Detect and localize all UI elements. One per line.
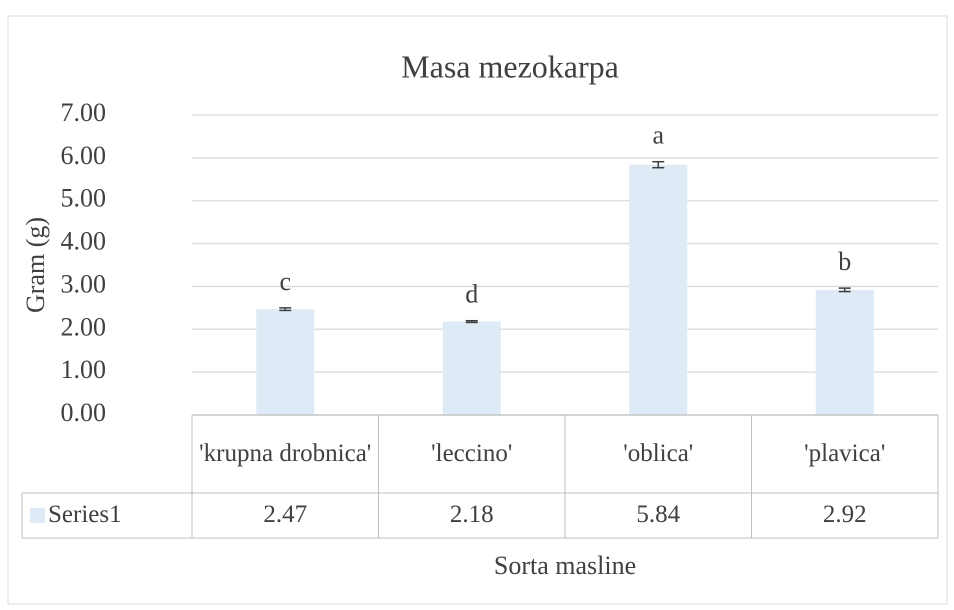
y-tick-label: 2.00 bbox=[61, 312, 107, 341]
bar bbox=[256, 309, 315, 415]
error-bar bbox=[279, 307, 292, 312]
y-tick-label: 7.00 bbox=[61, 98, 107, 127]
x-tick-label: 'leccino' bbox=[431, 439, 513, 467]
y-tick-label: 4.00 bbox=[61, 227, 107, 256]
annotation: b bbox=[838, 247, 851, 276]
error-bar bbox=[465, 319, 478, 324]
chart-border bbox=[7, 15, 948, 605]
y-tick-label: 3.00 bbox=[61, 269, 107, 298]
y-tick-label: 6.00 bbox=[61, 141, 107, 170]
y-tick-label: 0.00 bbox=[61, 398, 107, 427]
error-bar bbox=[652, 160, 665, 169]
bar bbox=[629, 164, 688, 415]
x-tick-label: 'oblica' bbox=[623, 439, 694, 467]
y-axis-title: Gram (g) bbox=[21, 217, 50, 313]
chart-title: Masa mezokarpa bbox=[401, 48, 619, 84]
y-tick-label: 1.00 bbox=[61, 355, 107, 384]
x-tick-label: 'krupna drobnica' bbox=[199, 439, 372, 467]
annotation: a bbox=[652, 121, 664, 150]
annotation: d bbox=[465, 280, 478, 309]
bar bbox=[815, 289, 874, 415]
x-axis-title: Sorta masline bbox=[494, 551, 636, 580]
error-bar bbox=[838, 287, 851, 293]
x-tick-label: 'plavica' bbox=[804, 439, 886, 467]
table-value: 2.47 bbox=[263, 501, 308, 529]
legend-label: Series1 bbox=[48, 501, 122, 529]
legend-key bbox=[30, 508, 45, 523]
table-value: 2.18 bbox=[449, 501, 494, 529]
annotation: c bbox=[279, 267, 291, 296]
bar bbox=[442, 321, 501, 415]
table-value: 5.84 bbox=[636, 501, 681, 529]
table-value: 2.92 bbox=[822, 501, 867, 529]
y-tick-label: 5.00 bbox=[61, 184, 107, 213]
